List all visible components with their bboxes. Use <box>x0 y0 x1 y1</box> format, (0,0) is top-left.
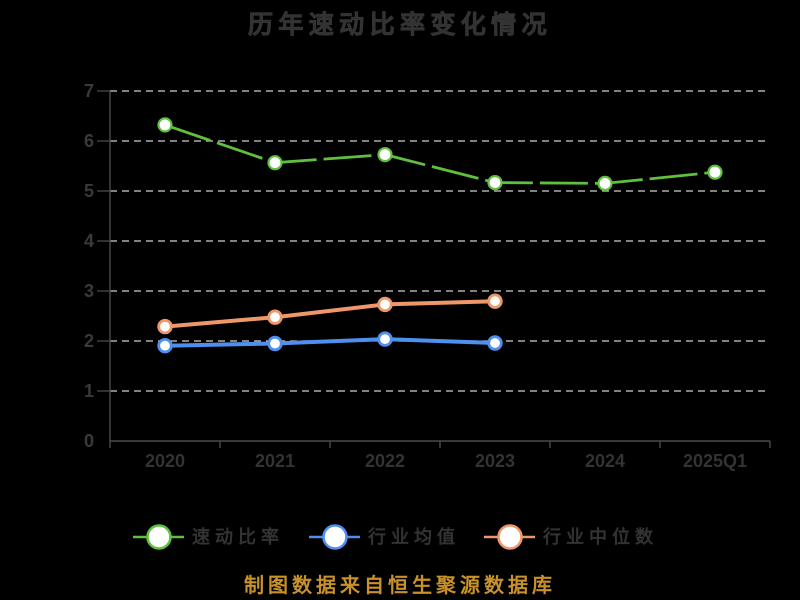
svg-text:2: 2 <box>84 331 94 351</box>
svg-text:2024: 2024 <box>585 451 625 471</box>
svg-text:1: 1 <box>84 381 94 401</box>
svg-text:行业均值: 行业均值 <box>367 526 460 547</box>
svg-text:2020: 2020 <box>145 451 185 471</box>
svg-text:速动比率: 速动比率 <box>192 526 284 547</box>
svg-text:5: 5 <box>84 181 94 201</box>
svg-text:2025Q1: 2025Q1 <box>683 451 747 471</box>
svg-text:行业中位数: 行业中位数 <box>542 526 658 547</box>
svg-text:6: 6 <box>84 131 94 151</box>
svg-text:4: 4 <box>84 231 94 251</box>
svg-text:2022: 2022 <box>365 451 405 471</box>
svg-text:2021: 2021 <box>255 451 295 471</box>
svg-text:7: 7 <box>84 81 94 101</box>
svg-text:2023: 2023 <box>475 451 515 471</box>
svg-text:0: 0 <box>84 431 94 451</box>
svg-text:3: 3 <box>84 281 94 301</box>
